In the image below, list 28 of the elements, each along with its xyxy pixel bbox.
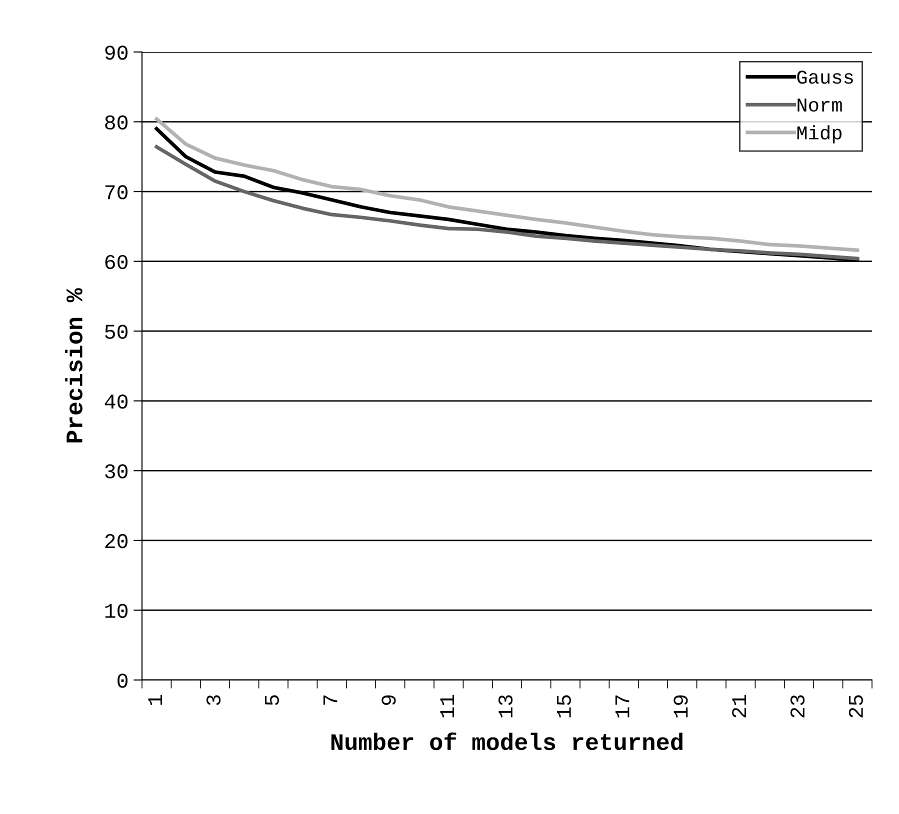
x-tick-label: 7 (323, 696, 338, 705)
x-tick-label: 9 (382, 695, 396, 705)
x-tick-label: 1 (148, 694, 162, 705)
y-tick-label: 50 (105, 324, 128, 339)
y-axis-title: Precision % (65, 288, 82, 442)
legend-label: Midp (797, 125, 842, 144)
y-tick-label: 80 (105, 115, 128, 130)
x-tick-label: 3 (206, 695, 221, 706)
legend-label: Norm (798, 98, 842, 112)
x-tick-label: 17 (615, 696, 630, 718)
y-tick-label: 70 (105, 185, 128, 200)
y-tick-label: 0 (118, 674, 128, 688)
y-tick-label: 30 (105, 464, 128, 478)
y-tick-label: 10 (105, 604, 128, 618)
x-axis-title: Number of models returned (331, 732, 682, 750)
x-tick-label: 19 (674, 695, 688, 718)
x-tick-label: 11 (440, 694, 454, 718)
x-tick-label: 23 (790, 695, 805, 718)
x-tick-label: 13 (498, 695, 513, 718)
y-tick-label: 20 (105, 534, 128, 548)
x-tick-label: 25 (848, 695, 863, 718)
x-tick-label: 5 (265, 695, 279, 706)
x-tick-label: 21 (732, 694, 746, 718)
y-tick-label: 60 (105, 254, 128, 270)
x-tick-label: 15 (557, 695, 571, 718)
legend-label: Gauss (797, 70, 853, 84)
y-tick-label: 90 (105, 46, 128, 60)
y-tick-label: 40 (104, 394, 128, 409)
